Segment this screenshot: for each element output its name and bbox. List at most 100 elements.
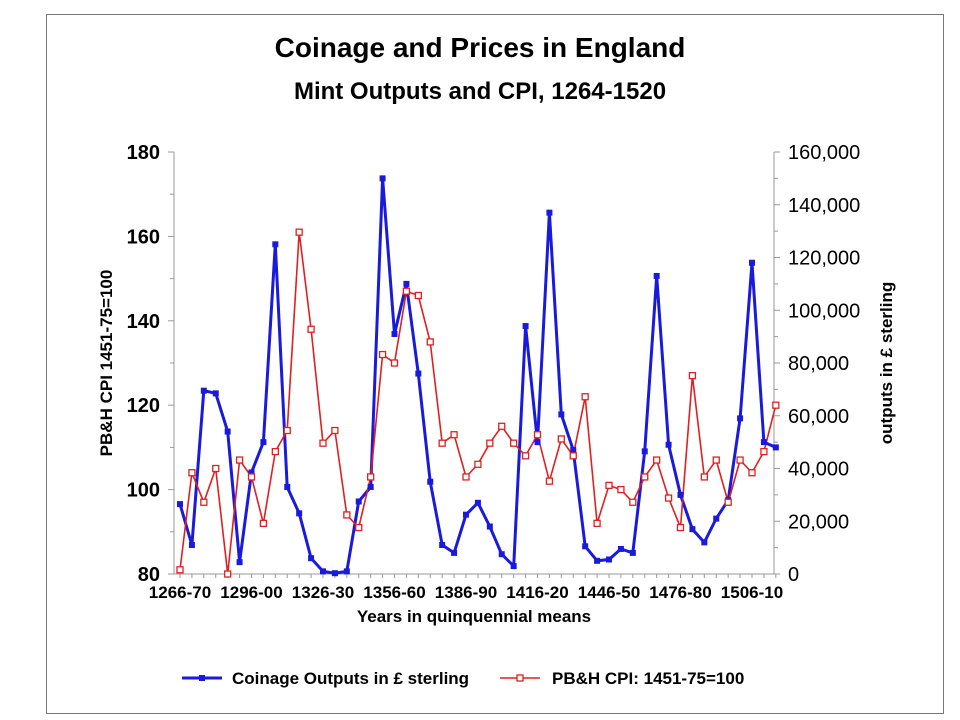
cpi-point	[724, 498, 732, 506]
x-tick-label: 1296-00	[220, 583, 282, 602]
cpi-point	[629, 498, 637, 506]
coinage-point	[713, 515, 720, 522]
coinage-point	[319, 568, 326, 575]
x-tick-label: 1506-10	[721, 583, 783, 602]
coinage-point	[629, 549, 636, 556]
coinage-point	[427, 478, 434, 485]
cpi-point	[664, 494, 673, 502]
cpi-point	[521, 452, 530, 460]
coinage-point	[462, 511, 469, 518]
x-tick-label: 1356-60	[363, 583, 425, 602]
right-tick-label: 40,000	[788, 459, 849, 481]
cpi-point	[295, 228, 303, 236]
coinage-point	[451, 549, 458, 556]
cpi-point	[307, 325, 315, 333]
x-tick-label: 1386-90	[435, 583, 497, 602]
right-tick-label: 160,000	[788, 142, 860, 164]
coinage-point	[605, 556, 612, 563]
chart-frame	[46, 14, 944, 714]
cpi-point	[438, 439, 446, 447]
cpi-point	[247, 473, 256, 481]
legend-coinage-marker	[199, 675, 205, 681]
right-tick-label: 20,000	[788, 511, 849, 533]
coinage-point	[224, 428, 231, 435]
left-tick-label: 100	[127, 480, 160, 502]
cpi-point	[283, 426, 291, 435]
legend-coinage-label: Coinage Outputs in £ sterling	[232, 669, 469, 688]
cpi-point	[271, 447, 279, 456]
coinage-point	[367, 483, 374, 490]
cpi-point	[700, 473, 708, 481]
cpi-point	[605, 481, 613, 490]
right-tick-label: 100,000	[788, 300, 860, 322]
cpi-point	[462, 473, 470, 481]
cpi-point	[712, 456, 720, 464]
cpi-point	[402, 287, 411, 295]
coinage-point	[391, 330, 398, 337]
cpi-point	[569, 452, 577, 460]
coinage-point	[272, 241, 279, 248]
coinage-point	[653, 272, 660, 279]
cpi-point	[474, 460, 482, 468]
coinage-point	[558, 411, 565, 418]
coinage-point	[498, 551, 505, 558]
coinage-point	[760, 439, 767, 446]
coinage-point	[677, 491, 684, 498]
coinage-point	[296, 510, 303, 517]
cpi-point	[343, 511, 351, 519]
cpi-point	[533, 431, 542, 439]
cpi-point	[676, 523, 685, 532]
coinage-point	[200, 387, 207, 394]
cpi-point	[212, 464, 220, 473]
coinage-point	[188, 541, 195, 548]
coinage-point	[689, 526, 696, 533]
cpi-point	[224, 570, 232, 578]
coinage-point	[355, 498, 362, 505]
coinage-point	[331, 570, 338, 577]
cpi-point	[581, 393, 589, 401]
coinage-point	[546, 209, 553, 216]
cpi-point	[378, 350, 387, 359]
cpi-point	[545, 477, 554, 485]
coinage-point	[772, 444, 779, 451]
cpi-point	[486, 439, 494, 447]
coinage-point	[665, 441, 672, 448]
coinage-point	[308, 555, 315, 562]
coinage-point	[415, 370, 422, 377]
x-tick-label: 1476-80	[649, 583, 711, 602]
cpi-point	[641, 473, 649, 481]
left-tick-label: 160	[127, 226, 160, 248]
coinage-point	[474, 499, 481, 506]
coinage-point	[379, 175, 386, 182]
coinage-point	[236, 559, 243, 566]
coinage-point	[570, 447, 577, 454]
legend-cpi-label: PB&H CPI: 1451-75=100	[552, 669, 744, 688]
legend-cpi-marker	[516, 674, 524, 682]
right-tick-label: 80,000	[788, 353, 849, 375]
right-tick-label: 60,000	[788, 406, 849, 428]
cpi-point	[510, 439, 518, 447]
coinage-point	[260, 439, 267, 446]
cpi-point	[331, 426, 339, 435]
coinage-point	[212, 390, 219, 397]
coinage-point	[617, 545, 624, 552]
cpi-point	[367, 473, 375, 481]
coinage-point	[594, 557, 601, 564]
coinage-point	[486, 523, 493, 530]
coinage-point	[748, 259, 755, 266]
chart-subtitle: Mint Outputs and CPI, 1264-1520	[293, 78, 667, 105]
cpi-point	[450, 431, 458, 439]
coinage-point	[737, 415, 744, 422]
cpi-point	[617, 485, 625, 494]
left-axis-title: PB&H CPI 1451-75=100	[97, 270, 116, 457]
coinage-point	[403, 280, 410, 287]
right-tick-label: 120,000	[788, 248, 860, 270]
coinage-point	[701, 539, 708, 546]
x-tick-label: 1326-30	[292, 583, 354, 602]
x-tick-label: 1416-20	[506, 583, 568, 602]
cpi-series-line	[179, 232, 777, 575]
cpi-point	[235, 456, 244, 464]
chart-title: Coinage and Prices in England	[274, 32, 686, 63]
coinage-point	[534, 439, 541, 446]
